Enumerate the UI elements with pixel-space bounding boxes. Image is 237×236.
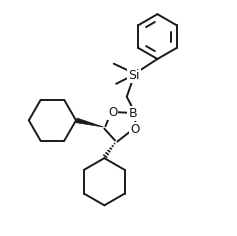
Text: Si: Si — [128, 69, 140, 82]
Text: B: B — [128, 107, 137, 120]
Text: O: O — [108, 105, 117, 119]
Text: O: O — [130, 123, 140, 136]
Polygon shape — [76, 118, 103, 127]
